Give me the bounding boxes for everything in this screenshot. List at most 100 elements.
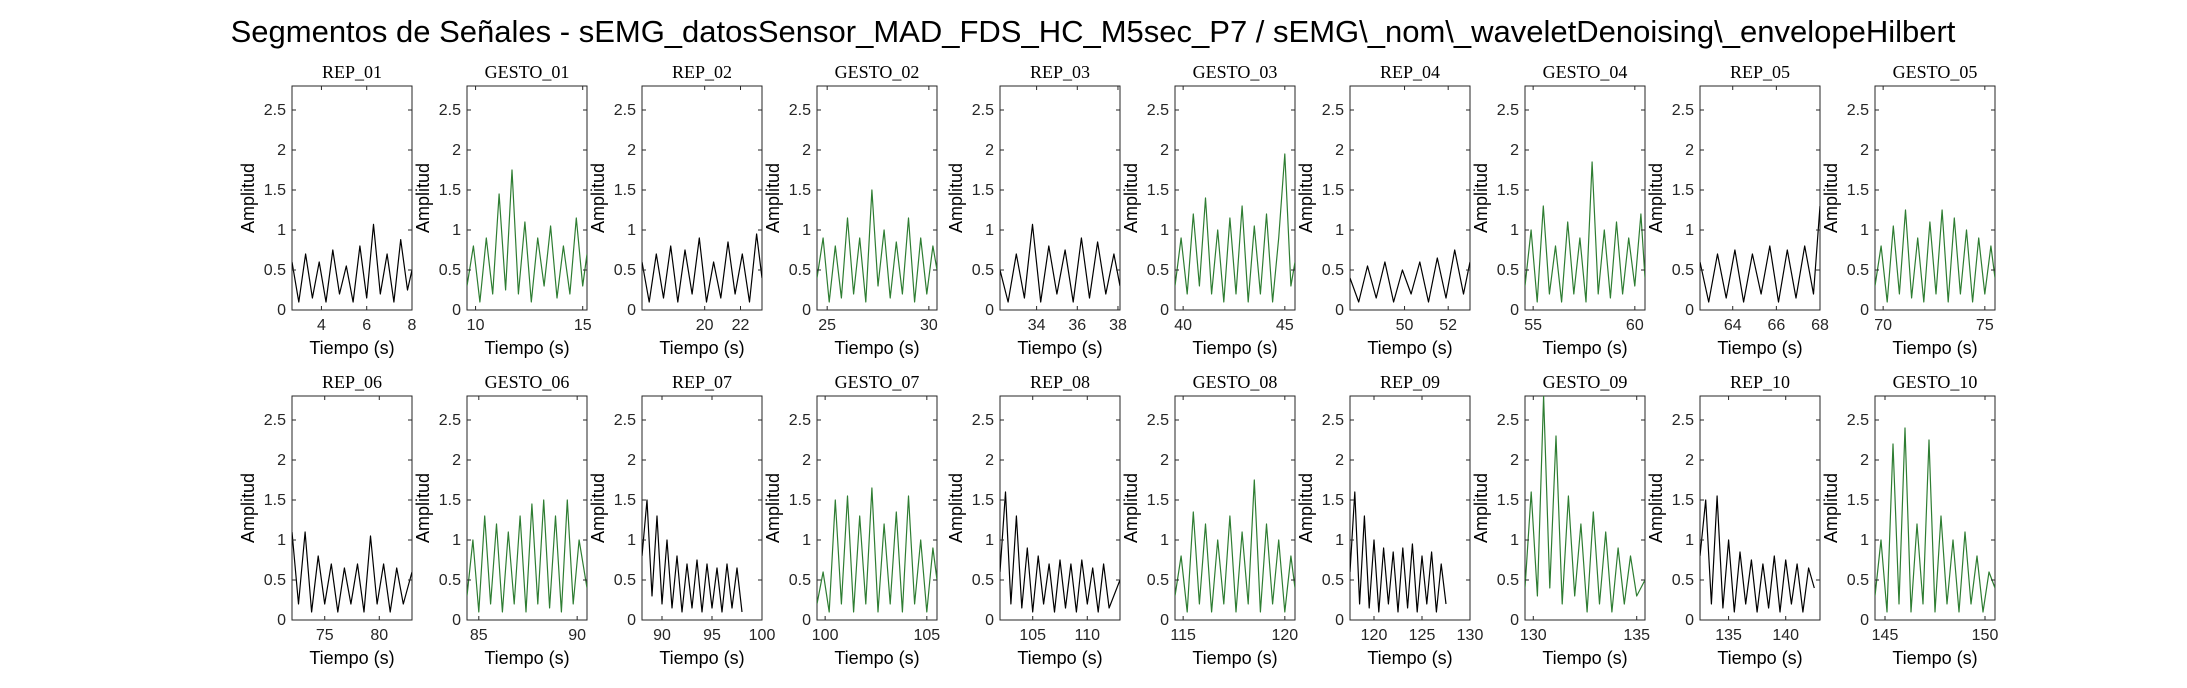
y-tick-label: 2 bbox=[452, 452, 461, 469]
y-tick-label: 1 bbox=[1685, 532, 1694, 549]
y-tick-label: 2.5 bbox=[1322, 412, 1344, 429]
y-tick-label: 0 bbox=[1160, 612, 1169, 629]
x-tick-label: 40 bbox=[1174, 317, 1192, 334]
x-tick-label: 36 bbox=[1068, 317, 1086, 334]
x-tick-label: 100 bbox=[749, 627, 776, 644]
y-tick-label: 1.5 bbox=[614, 182, 636, 199]
y-axis-label: Amplitud bbox=[413, 473, 433, 543]
subplot: 0 0.5 1 1.5 2 2.5 50 52 REP_04 Tiempo (s) Amplitud bbox=[1296, 62, 1471, 358]
y-tick-label: 0.5 bbox=[1322, 262, 1344, 279]
x-tick-label: 4 bbox=[317, 317, 326, 334]
y-tick-label: 2 bbox=[452, 142, 461, 159]
subplot: 0 0.5 1 1.5 2 2.5 55 60 GESTO_04 Tiempo (s) Amplit… bbox=[1471, 62, 1646, 358]
series-line bbox=[817, 189, 937, 303]
x-tick-label: 145 bbox=[1872, 627, 1899, 644]
series-line bbox=[467, 169, 587, 303]
figure-title: Segmentos de Señales - sEMG_datosSensor_… bbox=[231, 14, 1956, 49]
series-line bbox=[1350, 491, 1447, 613]
y-tick-label: 2 bbox=[1685, 452, 1694, 469]
subplot-title: REP_09 bbox=[1380, 372, 1440, 392]
x-tick-label: 105 bbox=[913, 627, 940, 644]
subplot-title: GESTO_01 bbox=[485, 62, 570, 82]
y-tick-label: 1 bbox=[1860, 222, 1869, 239]
x-tick-label: 120 bbox=[1271, 627, 1298, 644]
subplot: 0 0.5 1 1.5 2 2.5 145 150 GESTO_10 Tiempo (s) Ampl… bbox=[1821, 372, 1998, 668]
x-axis-label: Tiempo (s) bbox=[659, 648, 744, 668]
y-tick-label: 1.5 bbox=[789, 182, 811, 199]
y-tick-label: 0 bbox=[802, 612, 811, 629]
x-tick-label: 64 bbox=[1724, 317, 1742, 334]
plot-area bbox=[291, 85, 413, 311]
x-tick-label: 135 bbox=[1623, 627, 1650, 644]
x-axis-label: Tiempo (s) bbox=[1192, 648, 1277, 668]
series-line bbox=[1875, 427, 1995, 613]
y-tick-label: 2 bbox=[277, 142, 286, 159]
x-tick-label: 25 bbox=[818, 317, 836, 334]
y-tick-label: 1.5 bbox=[1147, 182, 1169, 199]
y-tick-label: 0 bbox=[1160, 302, 1169, 319]
subplot-title: REP_08 bbox=[1030, 372, 1090, 392]
x-axis-label: Tiempo (s) bbox=[1892, 648, 1977, 668]
x-tick-label: 110 bbox=[1075, 627, 1101, 644]
y-tick-label: 2 bbox=[985, 142, 994, 159]
y-tick-label: 1 bbox=[627, 222, 636, 239]
x-tick-label: 100 bbox=[812, 627, 839, 644]
y-tick-label: 2.5 bbox=[1497, 412, 1519, 429]
subplot-title: GESTO_02 bbox=[835, 62, 920, 82]
x-tick-label: 38 bbox=[1109, 317, 1127, 334]
plot-area bbox=[999, 395, 1121, 621]
x-tick-label: 90 bbox=[568, 627, 586, 644]
x-tick-label: 140 bbox=[1772, 627, 1799, 644]
y-tick-label: 1 bbox=[1335, 532, 1344, 549]
y-tick-label: 1 bbox=[627, 532, 636, 549]
series-line bbox=[1525, 396, 1645, 613]
x-tick-label: 66 bbox=[1767, 317, 1785, 334]
x-axis-label: Tiempo (s) bbox=[1367, 648, 1452, 668]
y-tick-label: 0 bbox=[1860, 302, 1869, 319]
y-tick-label: 0.5 bbox=[439, 262, 461, 279]
y-axis-label: Amplitud bbox=[1821, 163, 1841, 233]
y-tick-label: 0.5 bbox=[1497, 572, 1519, 589]
y-tick-label: 1.5 bbox=[972, 182, 994, 199]
subplot: 0 0.5 1 1.5 2 2.5 20 22 REP_02 Tiempo (s) Amplitud bbox=[588, 62, 763, 358]
y-tick-label: 2.5 bbox=[614, 412, 636, 429]
y-axis-label: Amplitud bbox=[238, 163, 258, 233]
y-tick-label: 2.5 bbox=[789, 102, 811, 119]
plot-area bbox=[291, 395, 413, 621]
subplot-title: GESTO_04 bbox=[1543, 62, 1628, 82]
y-tick-label: 2 bbox=[985, 452, 994, 469]
plot-area bbox=[1874, 395, 1996, 621]
x-tick-label: 130 bbox=[1457, 627, 1484, 644]
y-tick-label: 1.5 bbox=[1497, 182, 1519, 199]
y-axis-label: Amplitud bbox=[1471, 473, 1491, 543]
x-tick-label: 80 bbox=[370, 627, 388, 644]
y-tick-label: 2.5 bbox=[1147, 412, 1169, 429]
subplot: 0 0.5 1 1.5 2 2.5 100 105 GESTO_07 Tiempo (s) Ampl… bbox=[763, 372, 940, 668]
y-tick-label: 1 bbox=[1685, 222, 1694, 239]
y-tick-label: 0 bbox=[1685, 302, 1694, 319]
subplot-title: GESTO_08 bbox=[1193, 372, 1278, 392]
y-tick-label: 2.5 bbox=[1672, 102, 1694, 119]
y-tick-label: 2 bbox=[1335, 452, 1344, 469]
y-tick-label: 0 bbox=[627, 302, 636, 319]
x-axis-label: Tiempo (s) bbox=[834, 648, 919, 668]
y-tick-label: 1.5 bbox=[264, 182, 286, 199]
series-line bbox=[817, 487, 937, 613]
series-line bbox=[642, 499, 743, 613]
y-tick-label: 0 bbox=[802, 302, 811, 319]
y-tick-label: 1 bbox=[985, 222, 994, 239]
x-tick-label: 75 bbox=[316, 627, 334, 644]
x-tick-label: 52 bbox=[1439, 317, 1457, 334]
y-tick-label: 2.5 bbox=[439, 102, 461, 119]
y-axis-label: Amplitud bbox=[763, 473, 783, 543]
subplot: 0 0.5 1 1.5 2 2.5 70 75 GESTO_05 Tiempo (s) Amplit… bbox=[1821, 62, 1996, 358]
x-axis-label: Tiempo (s) bbox=[1192, 338, 1277, 358]
y-tick-label: 1 bbox=[452, 532, 461, 549]
series-line bbox=[1525, 161, 1645, 303]
y-tick-label: 2 bbox=[627, 452, 636, 469]
y-tick-label: 1 bbox=[802, 532, 811, 549]
y-tick-label: 1.5 bbox=[972, 492, 994, 509]
subplot: 0 0.5 1 1.5 2 2.5 10 15 GESTO_01 Tiempo (s) Amplit… bbox=[413, 62, 592, 358]
